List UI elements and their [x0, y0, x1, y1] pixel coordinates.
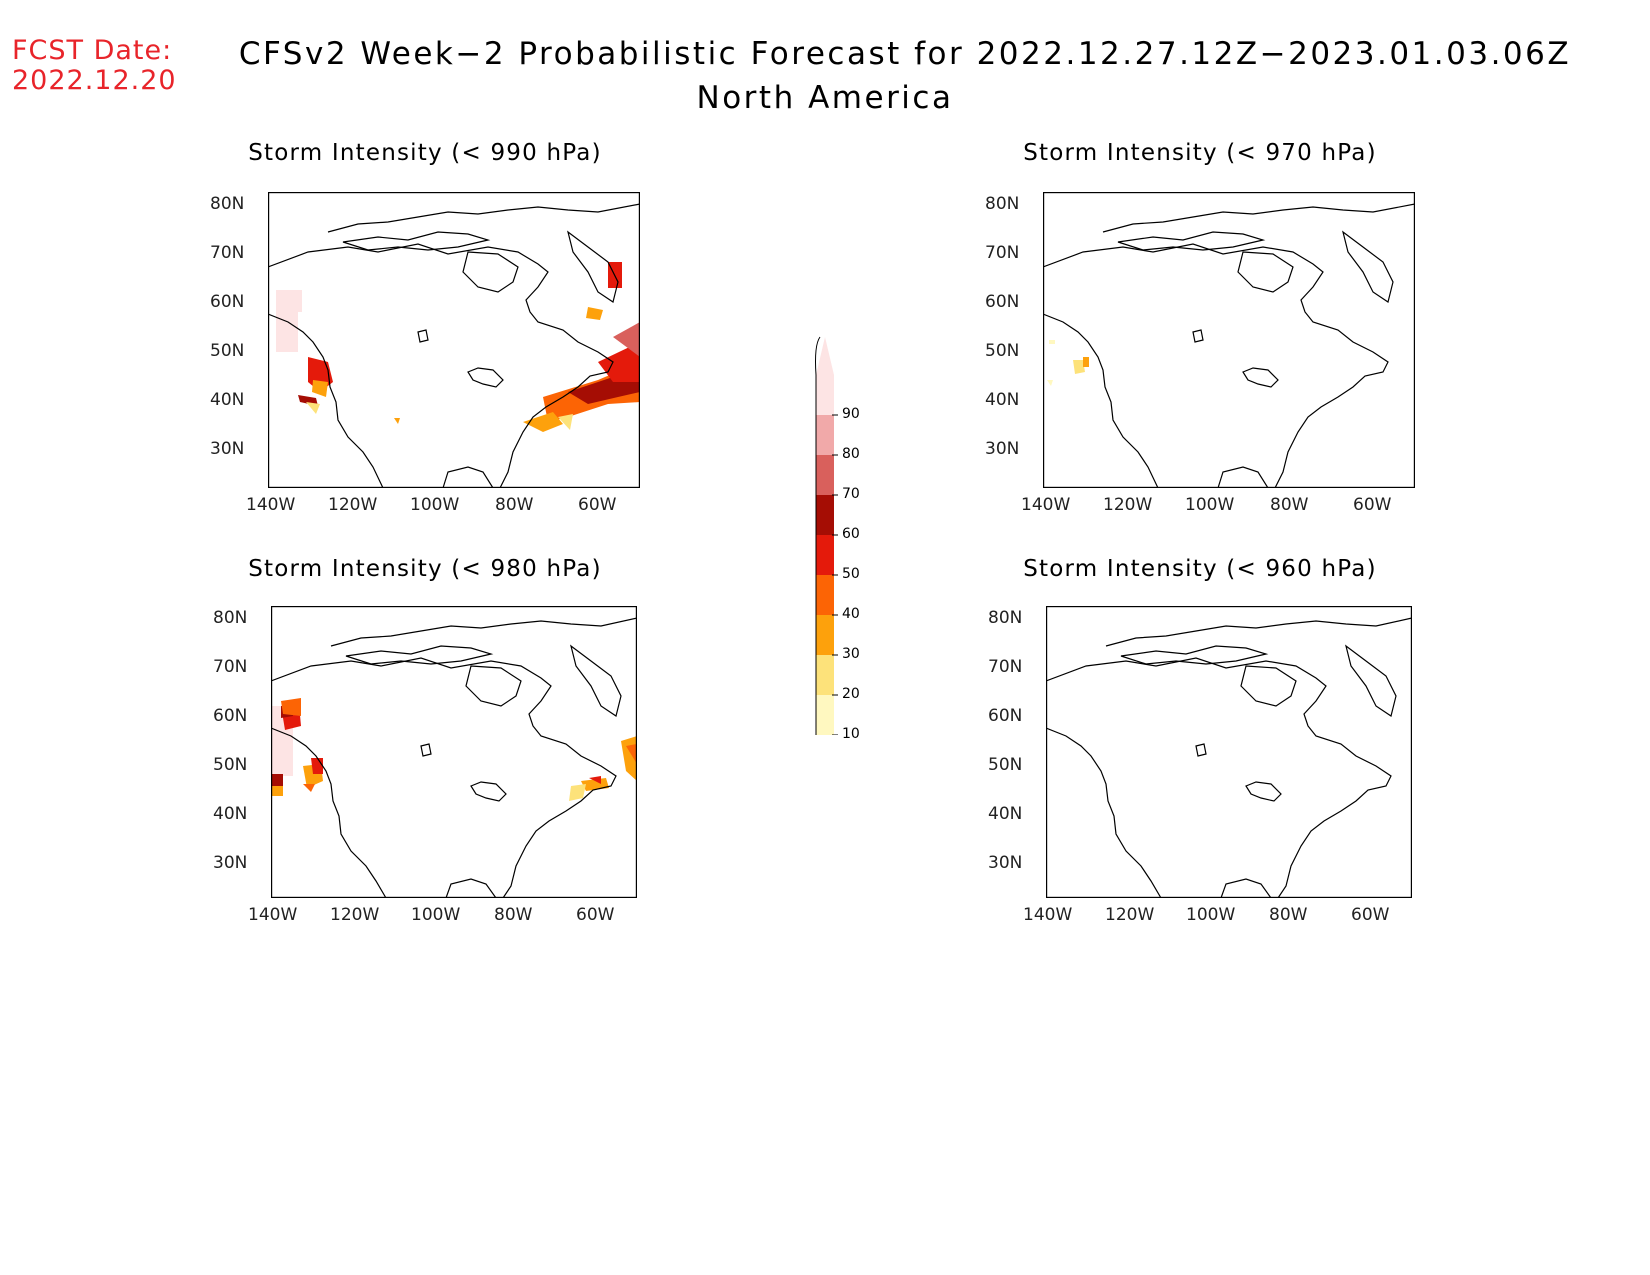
lat-label: 50N — [210, 341, 245, 361]
lat-label: 30N — [988, 853, 1023, 873]
legend-swatch — [816, 455, 834, 495]
lat-label: 50N — [985, 341, 1020, 361]
lon-label: 100W — [1185, 495, 1235, 515]
lon-label: 140W — [248, 905, 298, 925]
panel-title: Storm Intensity (< 960 hPa) — [1023, 556, 1377, 582]
map-990 — [268, 192, 640, 488]
map-970 — [1043, 192, 1415, 488]
lon-label: 60W — [576, 905, 615, 925]
map-frame — [268, 192, 640, 488]
lat-label: 70N — [213, 657, 248, 677]
legend-swatch — [816, 695, 834, 735]
lat-label: 30N — [985, 439, 1020, 459]
fcst-date-caption: FCST Date: — [12, 35, 173, 66]
lon-label: 80W — [1270, 495, 1309, 515]
legend-swatch — [816, 655, 834, 695]
lat-label: 40N — [988, 804, 1023, 824]
lat-label: 60N — [988, 706, 1023, 726]
legend-level-label: 80 — [842, 446, 860, 462]
map-frame — [271, 606, 637, 898]
panel-title: Storm Intensity (< 980 hPa) — [248, 556, 602, 582]
coastline — [1046, 617, 1412, 898]
lat-label: 70N — [210, 243, 245, 263]
probability-fill — [271, 698, 637, 801]
panel-990: Storm Intensity (< 990 hPa) — [200, 140, 670, 560]
legend-level-label: 10 — [842, 726, 860, 742]
coastline — [1043, 203, 1415, 488]
map-frame — [1043, 192, 1415, 488]
map-960 — [1046, 606, 1412, 898]
legend-swatch — [816, 415, 834, 455]
color-legend: 10 20 30 40 50 60 70 80 90 — [800, 335, 880, 742]
legend-bar — [815, 336, 838, 735]
legend-swatch — [816, 575, 834, 615]
lat-label: 60N — [985, 292, 1020, 312]
legend-swatch — [816, 535, 834, 575]
lon-label: 120W — [1105, 905, 1155, 925]
lat-label: 50N — [988, 755, 1023, 775]
forecast-date-label: FCST Date: 2022.12.20 — [12, 36, 177, 96]
lon-label: 80W — [1269, 905, 1308, 925]
lon-label: 60W — [1351, 905, 1390, 925]
legend-level-label: 90 — [842, 406, 860, 422]
legend-level-label: 40 — [842, 606, 860, 622]
lon-label: 60W — [1353, 495, 1392, 515]
fcst-date-value: 2022.12.20 — [12, 65, 177, 96]
coastline — [268, 203, 640, 488]
lon-label: 80W — [494, 905, 533, 925]
lon-label: 60W — [578, 495, 617, 515]
lat-label: 40N — [210, 390, 245, 410]
lat-label: 60N — [213, 706, 248, 726]
lon-label: 100W — [410, 495, 460, 515]
lat-label: 40N — [213, 804, 248, 824]
lon-label: 120W — [328, 495, 378, 515]
lon-label: 80W — [495, 495, 534, 515]
lat-label: 80N — [213, 608, 248, 628]
lon-label: 120W — [1103, 495, 1153, 515]
lat-label: 80N — [988, 608, 1023, 628]
lat-label: 30N — [213, 853, 248, 873]
lon-label: 140W — [1021, 495, 1071, 515]
lat-label: 50N — [213, 755, 248, 775]
lon-label: 100W — [1186, 905, 1236, 925]
lon-label: 120W — [330, 905, 380, 925]
map-frame — [1046, 606, 1412, 898]
panel-980: Storm Intensity (< 980 hPa) — [200, 556, 670, 976]
title-line-2: North America — [696, 80, 954, 116]
panel-title: Storm Intensity (< 970 hPa) — [1023, 140, 1377, 166]
lat-label: 60N — [210, 292, 245, 312]
legend-level-label: 60 — [842, 526, 860, 542]
lat-label: 40N — [985, 390, 1020, 410]
panel-960: Storm Intensity (< 960 hPa) 80N 70N 60N … — [975, 556, 1445, 976]
legend-level-label: 30 — [842, 646, 860, 662]
probability-fill — [1047, 340, 1089, 386]
legend-cap-top-edge — [815, 336, 821, 376]
legend-level-label: 70 — [842, 486, 860, 502]
legend-swatch — [816, 495, 834, 535]
legend-level-label: 50 — [842, 566, 860, 582]
page-title: CFSv2 Week−2 Probabilistic Forecast for … — [0, 32, 1650, 120]
legend-level-label: 20 — [842, 686, 860, 702]
lat-label: 70N — [985, 243, 1020, 263]
panel-970: Storm Intensity (< 970 hPa) 80N 70N 60N … — [975, 140, 1445, 560]
lon-label: 100W — [411, 905, 461, 925]
lat-label: 80N — [985, 194, 1020, 214]
legend-swatch — [816, 375, 834, 415]
lat-label: 80N — [210, 194, 245, 214]
lon-label: 140W — [246, 495, 296, 515]
coastline — [271, 617, 637, 898]
map-980 — [271, 606, 637, 898]
legend-swatch — [816, 615, 834, 655]
lat-label: 70N — [988, 657, 1023, 677]
probability-fill — [276, 262, 640, 432]
legend-cap-top — [816, 337, 834, 375]
panel-title: Storm Intensity (< 990 hPa) — [248, 140, 602, 166]
lon-label: 140W — [1023, 905, 1073, 925]
title-line-1: CFSv2 Week−2 Probabilistic Forecast for … — [238, 36, 1572, 72]
lat-label: 30N — [210, 439, 245, 459]
